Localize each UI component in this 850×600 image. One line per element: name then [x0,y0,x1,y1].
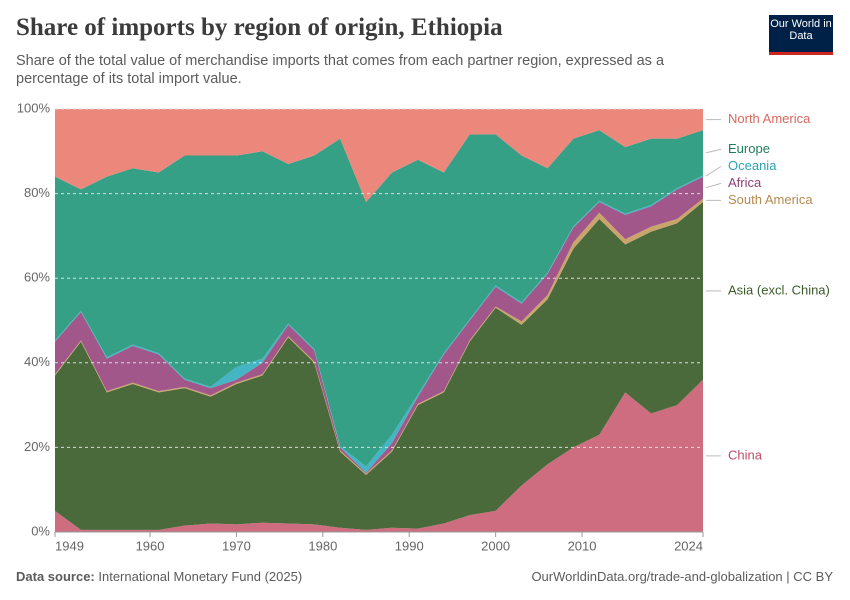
y-tick-label: 100% [17,100,51,115]
footer-link[interactable]: OurWorldinData.org/trade-and-globalizati… [531,569,833,584]
chart-subtitle: Share of the total value of merchandise … [16,53,665,87]
x-tick-label: 1960 [136,538,165,553]
x-tick-label: 1949 [55,538,84,553]
y-tick-label: 40% [24,354,50,369]
x-tick-label: 2010 [568,538,597,553]
y-tick-label: 60% [24,270,50,285]
x-tick-label: 2000 [481,538,510,553]
y-tick-label: 80% [24,185,50,200]
logo[interactable]: Our World in Data [769,15,833,55]
x-tick-label: 1980 [308,538,337,553]
legend-label: Asia (excl. China) [728,282,830,297]
footer-source: Data source: International Monetary Fund… [16,569,302,584]
chart-title: Share of imports by region of origin, Et… [16,14,503,41]
area [55,130,703,467]
x-tick-label: 2024 [674,538,703,553]
area [55,379,703,532]
x-tick-label: 1970 [222,538,251,553]
legend-label: Europe [728,141,770,156]
legend-label: Oceania [728,158,777,173]
area [55,202,703,530]
legend-label: China [728,447,763,462]
legend-label: Africa [728,175,762,190]
label-connector [705,182,722,189]
source: International Monetary Fund (2025) [98,569,303,584]
y-tick-label: 20% [24,439,50,454]
areas [55,109,703,532]
legend-label: South America [728,192,813,207]
y-tick-label: 0% [31,523,50,538]
legend-label: North America [728,111,811,126]
source-label: Data source: [16,569,95,584]
label-connector [705,165,722,177]
area [55,109,703,203]
x-tick-label: 1990 [395,538,424,553]
label-connector [705,148,722,154]
